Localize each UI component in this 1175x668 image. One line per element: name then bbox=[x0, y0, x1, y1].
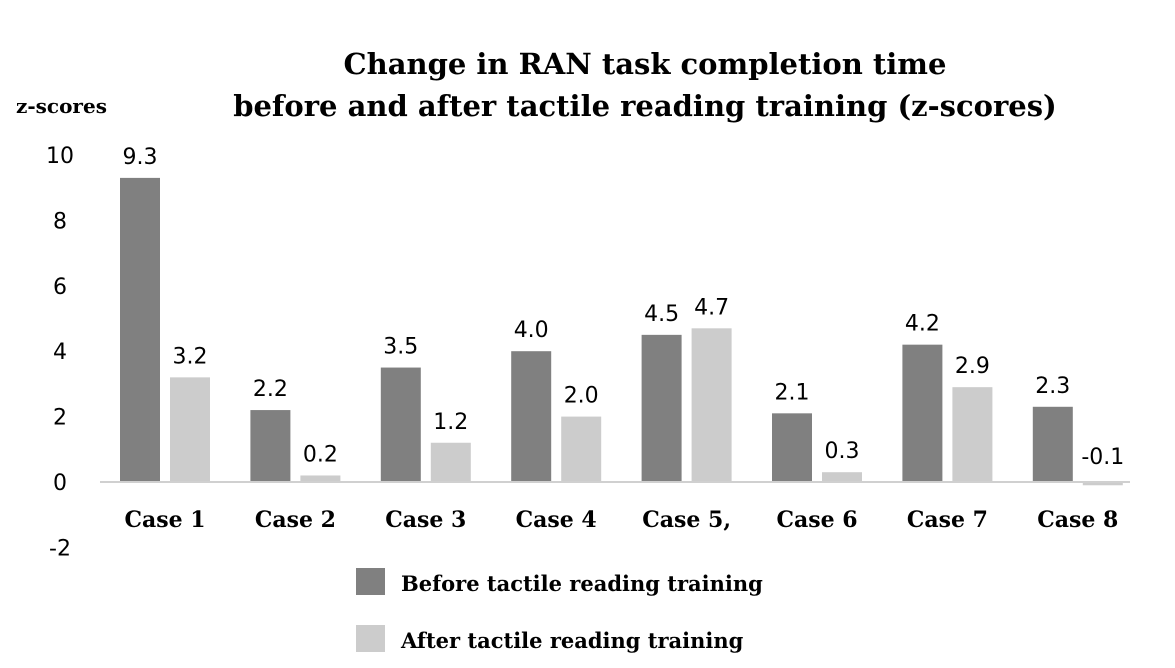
data-label: 1.2 bbox=[433, 410, 468, 435]
bar-after-7 bbox=[952, 387, 993, 482]
data-label: 9.3 bbox=[123, 145, 158, 170]
bar-before-7 bbox=[902, 344, 943, 482]
data-label: 4.7 bbox=[694, 295, 729, 320]
data-label: 3.5 bbox=[383, 335, 418, 360]
y-axis-label: z-scores bbox=[16, 94, 107, 118]
data-label: 0.3 bbox=[825, 439, 860, 464]
bar-after-8 bbox=[1082, 482, 1123, 486]
category-label: Case 2 bbox=[255, 507, 336, 533]
y-tick-label: 0 bbox=[53, 471, 67, 496]
bar-before-1 bbox=[120, 177, 160, 482]
bar-after-3 bbox=[430, 442, 471, 482]
bar-before-4 bbox=[511, 351, 552, 482]
data-label: 2.3 bbox=[1035, 374, 1070, 399]
legend-label: After tactile reading training bbox=[400, 628, 744, 653]
data-label: -0.1 bbox=[1081, 445, 1124, 470]
category-label: Case 8 bbox=[1037, 507, 1118, 533]
bar-after-2 bbox=[300, 475, 341, 482]
chart-title-line-1: Change in RAN task completion time bbox=[344, 47, 947, 81]
data-labels: 9.3 3.2 2.2 0.2 3.5 1.2 4.0 2.0 4.5 4.7 2.1 0.3 4.2 2… bbox=[123, 145, 1125, 470]
y-tick-label: 2 bbox=[53, 406, 67, 431]
data-label: 3.2 bbox=[173, 344, 208, 369]
category-label: Case 7 bbox=[907, 507, 988, 533]
data-label: 4.2 bbox=[905, 312, 940, 337]
y-axis-ticks: -2 0 2 4 6 8 10 bbox=[46, 144, 74, 561]
bar-before-8 bbox=[1032, 406, 1073, 482]
bar-before-2 bbox=[250, 410, 291, 482]
bar-after-5 bbox=[691, 328, 732, 482]
data-label: 4.5 bbox=[644, 302, 679, 327]
legend-swatch bbox=[356, 625, 385, 652]
bar-before-3 bbox=[380, 367, 421, 482]
y-tick-label: 4 bbox=[53, 340, 67, 365]
data-label: 2.2 bbox=[253, 377, 288, 402]
category-label: Case 4 bbox=[516, 507, 597, 533]
y-tick-label: 10 bbox=[46, 144, 74, 169]
category-label: Case 3 bbox=[385, 507, 466, 533]
data-label: 0.2 bbox=[303, 442, 338, 467]
bar-after-6 bbox=[822, 472, 862, 482]
bar-after-4 bbox=[561, 416, 602, 482]
category-label: Case 1 bbox=[124, 507, 205, 533]
legend: Before tactile reading training After tac… bbox=[356, 568, 763, 653]
bars bbox=[120, 177, 1123, 486]
bar-after-1 bbox=[170, 377, 210, 482]
y-tick-label: -2 bbox=[49, 536, 71, 561]
data-label: 2.1 bbox=[775, 380, 810, 405]
data-label: 2.0 bbox=[564, 384, 599, 409]
bar-before-6 bbox=[772, 413, 812, 482]
data-label: 4.0 bbox=[514, 318, 549, 343]
category-label: Case 6 bbox=[776, 507, 857, 533]
category-label: Case 5, bbox=[642, 507, 731, 533]
chart-title-line-2: before and after tactile reading trainin… bbox=[233, 89, 1057, 123]
data-label: 2.9 bbox=[955, 354, 990, 379]
category-labels: Case 1 Case 2 Case 3 Case 4 Case 5, Case 6 Cas… bbox=[124, 507, 1118, 533]
y-tick-label: 6 bbox=[53, 275, 67, 300]
bar-before-5 bbox=[641, 334, 682, 482]
legend-swatch bbox=[356, 568, 385, 595]
legend-label: Before tactile reading training bbox=[401, 571, 763, 596]
y-tick-label: 8 bbox=[53, 209, 67, 234]
